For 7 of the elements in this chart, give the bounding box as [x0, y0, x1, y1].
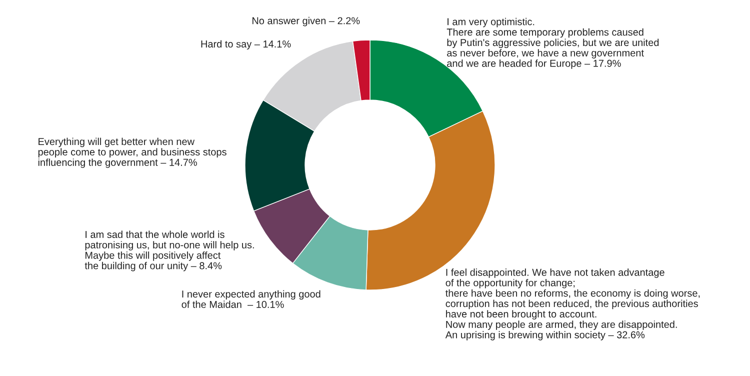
slice-label: I never expected anything good of the Maidan – 10.1%	[182, 290, 320, 308]
slice-label: Everything will get better when new people come to power, and business stops influencing the government – 14.7%	[38, 138, 226, 168]
slice-label: No answer given – 2.2%	[252, 16, 360, 26]
slice-label: Hard to say – 14.1%	[201, 40, 291, 50]
slice-label: I am sad that the whole world is patronising us, but no-one will help us. Maybe this will positively affect the building of our unity – 8.4%	[84, 230, 254, 272]
slice-label: I am very optimistic. There are some temporary problems caused by Putin's aggressive policies, but we are united as never before, we have a new government and we are headed for Europe – 17.9%	[446, 18, 659, 69]
slice-label: I feel disappointed. We have not taken advantage of the opportunity for change; there have been no reforms, the economy is doing worse, corruption has not been reduced, the previous authorities have not been brought to account. Now many people are armed, they are disappointed. An uprising is brewing within society – 32.6%	[445, 268, 700, 340]
